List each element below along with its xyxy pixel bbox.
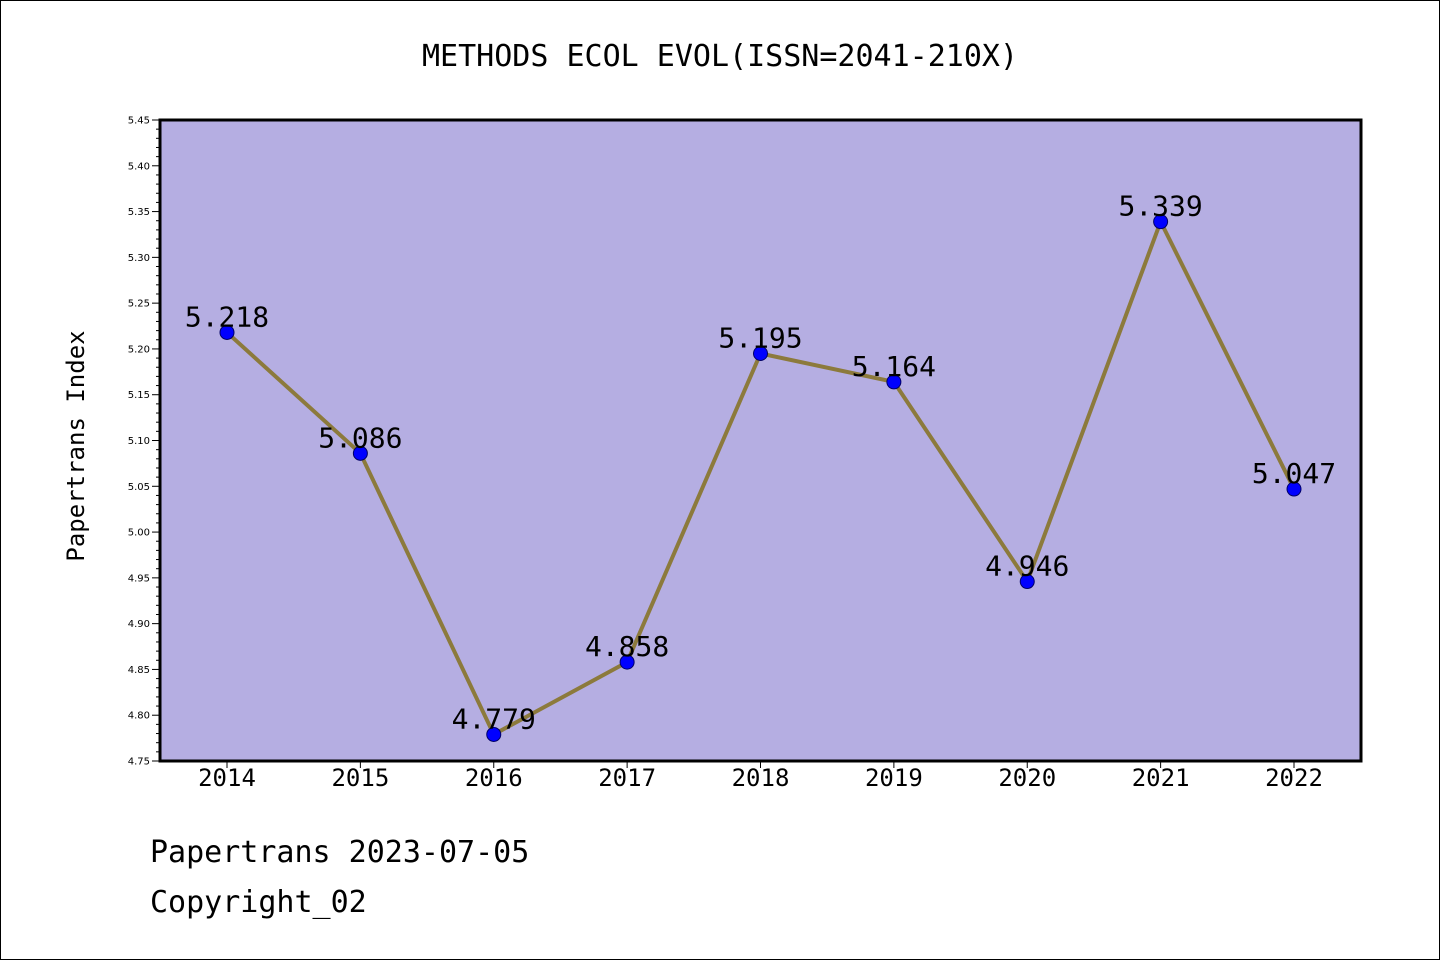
- y-tick-label: 4.80: [128, 711, 150, 722]
- data-point: [1153, 214, 1169, 230]
- y-axis-label: Papertrans Index: [62, 330, 90, 561]
- y-tick-label: 5.00: [128, 528, 150, 539]
- data-point: [352, 445, 368, 461]
- y-tick-label: 5.35: [128, 207, 150, 218]
- series-layer: 5.218 5.086 4.779 4.858 5.195 5.164 4.946 5.339…: [185, 190, 1336, 742]
- x-tick-label: 2016: [465, 764, 523, 792]
- y-tick-label: 4.90: [128, 619, 150, 630]
- y-tick-label: 5.05: [128, 482, 150, 493]
- x-tick-label: 2020: [998, 764, 1056, 792]
- x-tick-label: 2019: [865, 764, 923, 792]
- data-point: [219, 324, 235, 340]
- x-axis: 2014 2015 2016 2017 2018 2019 2020 2021 2022: [198, 761, 1323, 792]
- data-point: [486, 726, 502, 742]
- y-tick-label: 4.75: [128, 757, 150, 768]
- plot-border: [158, 118, 1363, 763]
- y-tick-label: 4.85: [128, 665, 150, 676]
- data-point: [1286, 481, 1302, 497]
- y-tick-label: 5.20: [128, 344, 150, 355]
- x-tick-label: 2021: [1132, 764, 1190, 792]
- x-tick-label: 2022: [1265, 764, 1323, 792]
- data-point: [1019, 574, 1035, 590]
- y-tick-label: 5.15: [128, 390, 150, 401]
- x-tick-label: 2015: [331, 764, 389, 792]
- source-date-text: Papertrans 2023-07-05: [150, 835, 530, 870]
- y-axis: 4.75 4.80 4.85 4.90 4.95 5.00 5.05 5.10 5.15 5.20…: [128, 116, 160, 768]
- y-tick-label: 4.95: [128, 573, 150, 584]
- chart-title: METHODS ECOL EVOL(ISSN=2041-210X): [422, 39, 1018, 74]
- data-point: [886, 374, 902, 390]
- copyright-text: Copyright_02: [150, 885, 367, 920]
- data-label: 5.086: [318, 421, 402, 454]
- x-tick-label: 2017: [598, 764, 656, 792]
- data-label: 4.946: [985, 550, 1069, 583]
- data-label: 4.858: [585, 630, 669, 663]
- data-label: 5.339: [1118, 190, 1202, 223]
- data-point: [619, 654, 635, 670]
- y-tick-label: 5.10: [128, 436, 150, 447]
- x-tick-label: 2014: [198, 764, 256, 792]
- y-tick-label: 5.45: [128, 116, 150, 127]
- y-tick-label: 5.25: [128, 299, 150, 310]
- data-label: 4.779: [452, 702, 536, 735]
- x-tick-label: 2018: [732, 764, 790, 792]
- y-tick-label: 5.40: [128, 161, 150, 172]
- data-label: 5.047: [1252, 457, 1336, 490]
- data-label: 5.164: [852, 350, 936, 383]
- y-tick-label: 5.30: [128, 253, 150, 264]
- data-label: 5.218: [185, 300, 269, 333]
- data-label: 5.195: [718, 322, 802, 355]
- data-point: [753, 346, 768, 362]
